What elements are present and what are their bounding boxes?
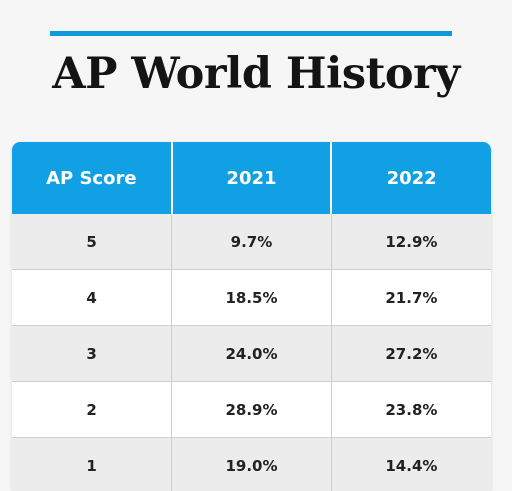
score-cell: 2 xyxy=(12,381,172,438)
value-2021-cell: 19.0% xyxy=(171,437,332,491)
header-row: AP Score 2021 2022 xyxy=(12,142,491,214)
value-2021-cell: 18.5% xyxy=(171,269,332,326)
value-2021-cell: 24.0% xyxy=(171,325,332,382)
table-row: 5 9.7% 12.9% xyxy=(12,214,491,270)
value-2021-cell: 9.7% xyxy=(171,214,332,270)
score-distribution-table-container: AP Score 2021 2022 5 9.7% 12.9% 4 18.5% … xyxy=(12,142,491,491)
value-2022-cell: 23.8% xyxy=(330,381,491,438)
value-2022-cell: 12.9% xyxy=(330,214,491,270)
table-body: 5 9.7% 12.9% 4 18.5% 21.7% 3 24.0% 27.2%… xyxy=(12,214,491,491)
score-distribution-table: AP Score 2021 2022 5 9.7% 12.9% 4 18.5% … xyxy=(12,142,491,491)
table-header: AP Score 2021 2022 xyxy=(12,142,491,214)
score-cell: 5 xyxy=(12,214,172,270)
column-header-2022: 2022 xyxy=(330,142,491,214)
page-title: AP World History xyxy=(52,49,460,99)
value-2022-cell: 27.2% xyxy=(330,325,491,382)
accent-rule xyxy=(50,31,452,36)
table-row: 4 18.5% 21.7% xyxy=(12,269,491,326)
table-row: 1 19.0% 14.4% xyxy=(12,437,491,491)
value-2022-cell: 21.7% xyxy=(330,269,491,326)
column-header-2021: 2021 xyxy=(170,142,332,214)
score-cell: 4 xyxy=(12,269,172,326)
table-row: 3 24.0% 27.2% xyxy=(12,325,491,382)
value-2022-cell: 14.4% xyxy=(330,437,491,491)
score-cell: 1 xyxy=(12,437,172,491)
table-row: 2 28.9% 23.8% xyxy=(12,381,491,438)
score-cell: 3 xyxy=(12,325,172,382)
column-header-ap-score: AP Score xyxy=(12,142,172,214)
value-2021-cell: 28.9% xyxy=(171,381,332,438)
